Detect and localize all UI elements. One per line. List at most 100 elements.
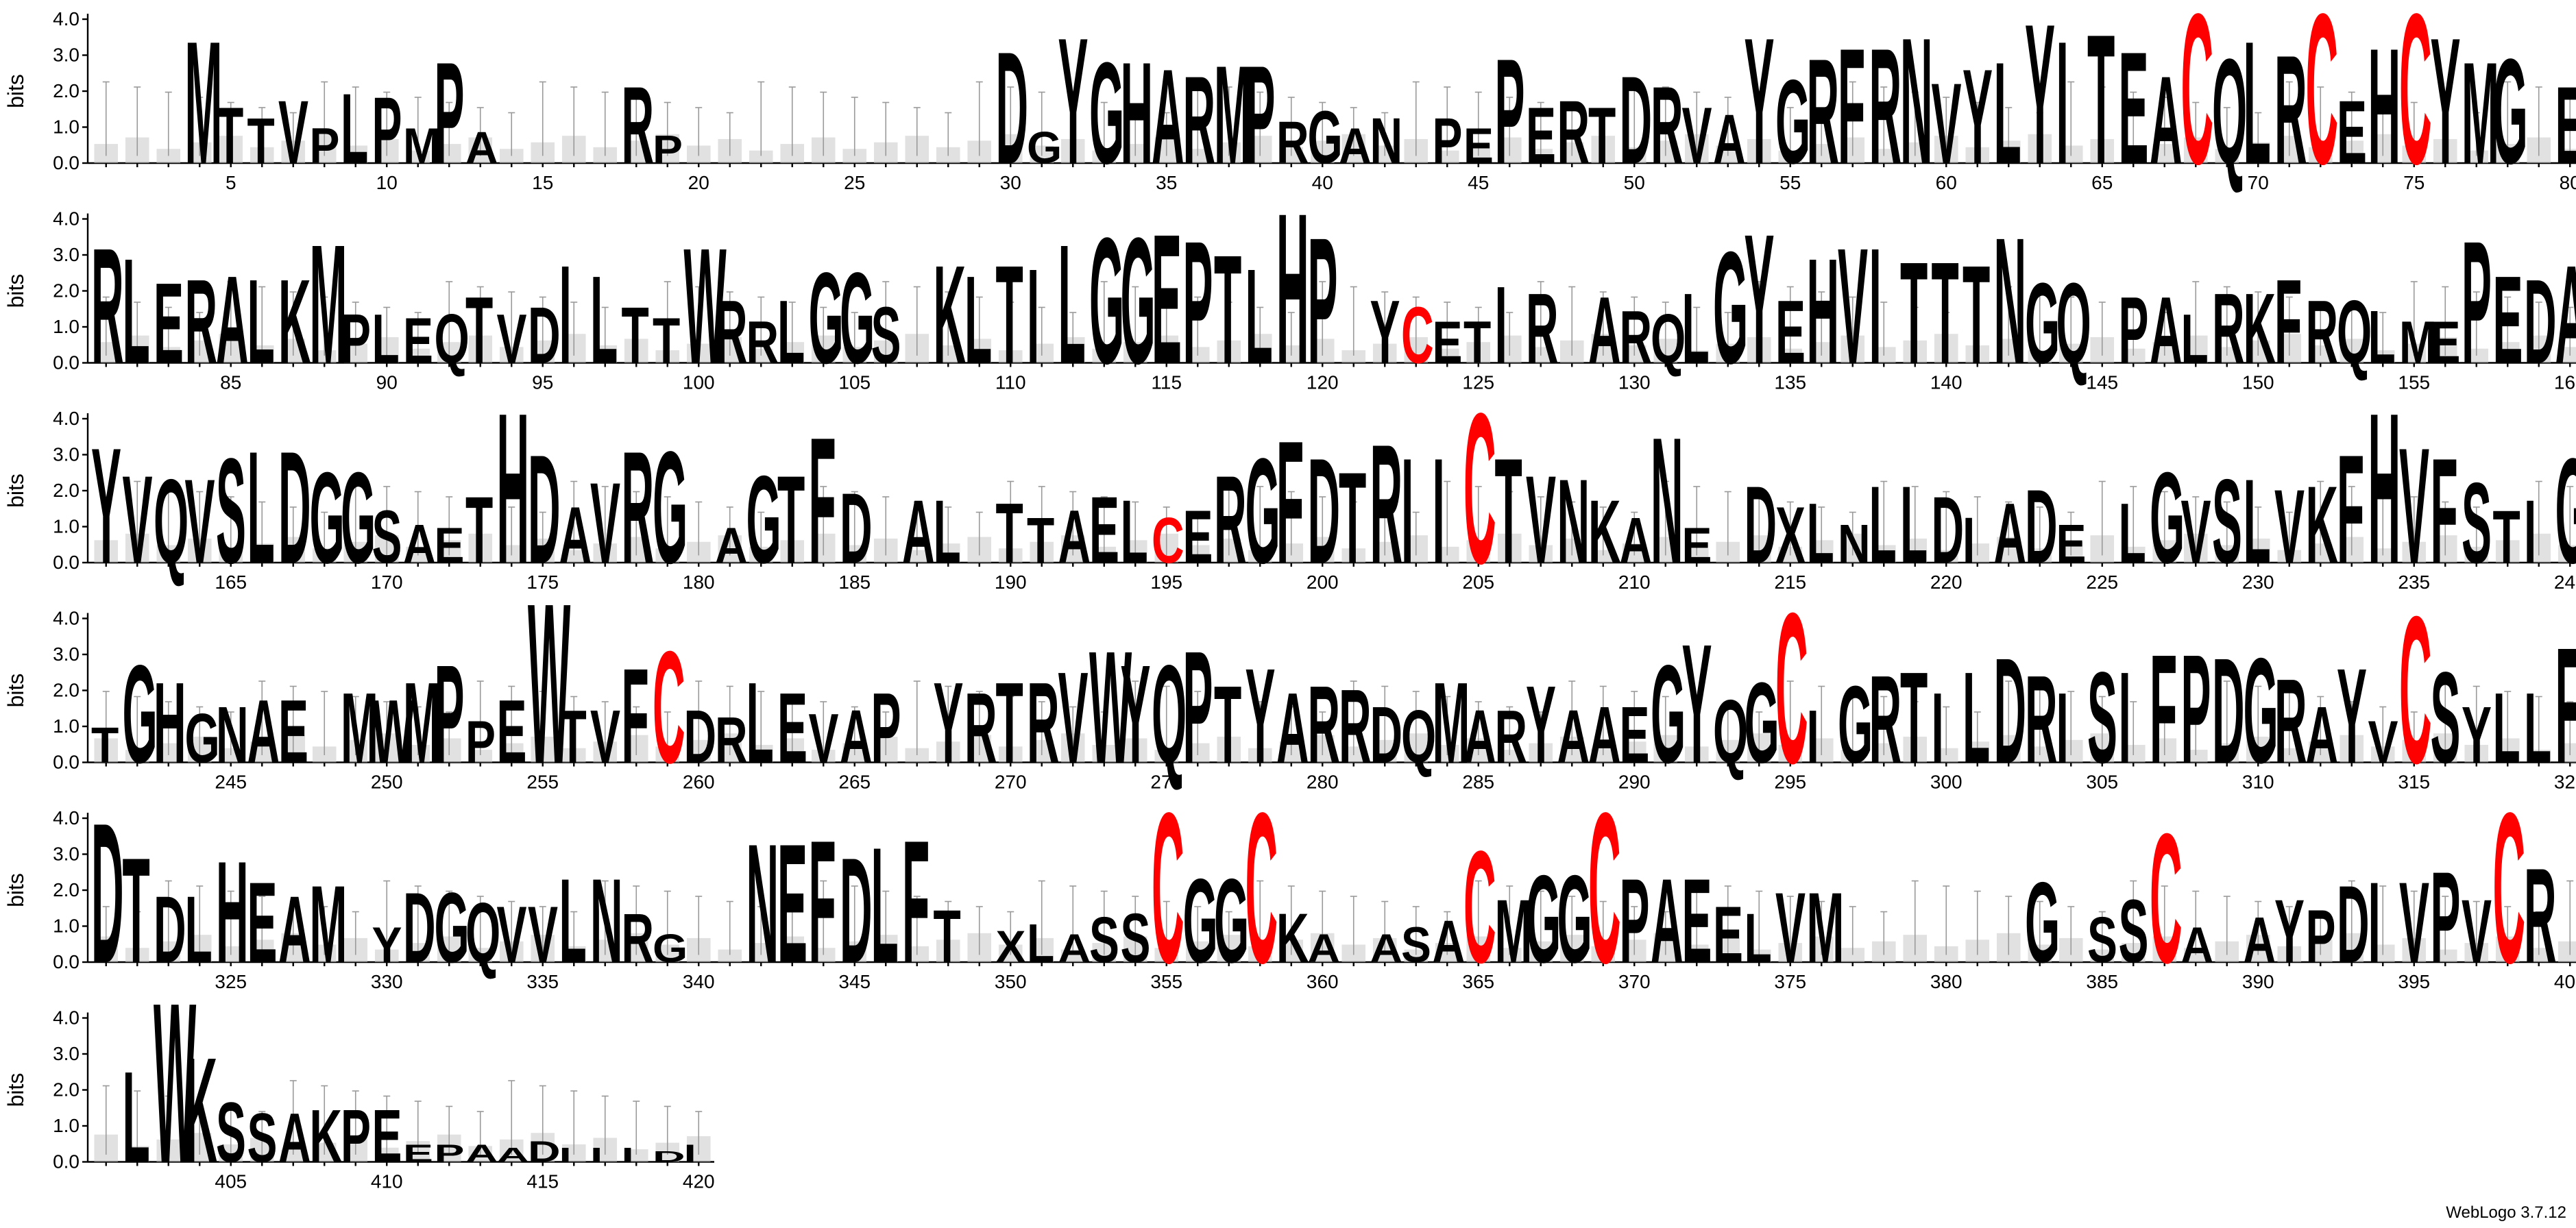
- residue-Q-pos-69: Q: [2212, 29, 2247, 196]
- residue-Y-pos-330: Y: [372, 917, 402, 973]
- residue-R-pos-18: R: [622, 64, 655, 186]
- residue-H-pos-136: H: [1807, 228, 1840, 395]
- residue-C-pos-369: C: [1588, 769, 1621, 1009]
- minor-residue-stack: [468, 948, 493, 962]
- residue-A-pos-362: A: [1370, 926, 1403, 971]
- residue-D-pos-309: D: [2212, 628, 2245, 795]
- x-tick-label: 375: [1774, 971, 1806, 992]
- x-tick-label: 355: [1150, 971, 1182, 992]
- residue-C-pos-68: C: [2181, 0, 2214, 210]
- x-tick-label: 115: [1151, 372, 1182, 393]
- residue-P-pos-116: P: [1183, 205, 1213, 400]
- residue-D-pos-260: D: [684, 695, 717, 778]
- residue-E-pos-83: E: [154, 259, 184, 387]
- logo-row: bits 0.0 1.0 2.0 3.0 4.0 325 330 335 340 345 350 355…: [3, 769, 2576, 1009]
- x-tick-label: 205: [1462, 572, 1494, 593]
- residue-A-pos-327: A: [278, 876, 311, 983]
- residue-V-pos-164: V: [185, 455, 215, 589]
- residue-A-pos-85: A: [216, 251, 249, 390]
- x-tick-label: 140: [1930, 372, 1963, 393]
- minor-residue-stack: [1060, 949, 1085, 962]
- residue-G-pos-357: G: [1214, 855, 1249, 989]
- residue-T-pos-322: T: [123, 828, 150, 995]
- residue-Q-pos-275: Q: [1152, 637, 1187, 792]
- residue-T-pos-125: T: [1463, 310, 1491, 376]
- residue-C-pos-195: C: [1152, 504, 1184, 577]
- residue-L-pos-97: L: [590, 251, 618, 390]
- residue-D-pos-95: D: [528, 291, 561, 381]
- residue-I-pos-416: I: [559, 1144, 572, 1166]
- minor-residue-stack: [499, 149, 524, 163]
- residue-A-pos-171: A: [403, 513, 436, 575]
- x-tick-label: 325: [215, 971, 247, 992]
- minor-residue-stack: [749, 150, 773, 163]
- residue-D-pos-214: D: [1745, 463, 1777, 586]
- residue-E-pos-91: E: [403, 305, 433, 378]
- residue-N-pos-208: N: [1557, 455, 1590, 589]
- residue-Y-pos-278: Y: [1246, 641, 1276, 791]
- residue-G-pos-169: G: [341, 446, 376, 591]
- residue-M-pos-11: M: [403, 118, 441, 174]
- residue-G-pos-339: G: [653, 926, 688, 971]
- minor-residue-stack: [1934, 748, 1958, 763]
- residue-E-pos-158: E: [2493, 251, 2523, 390]
- residue-D-pos-159: D: [2524, 255, 2557, 389]
- y-tick-label: 4.0: [53, 208, 80, 230]
- minor-residue-stack: [2527, 750, 2551, 763]
- residue-R-pos-152: R: [2306, 282, 2339, 383]
- logo-row: bits 0.0 1.0 2.0 3.0 4.0 165 170 175 180 185 190 195…: [3, 369, 2576, 609]
- residue-I-pos-64: I: [2056, 5, 2069, 201]
- residue-E-pos-124: E: [1433, 310, 1463, 376]
- residue-K-pos-232: K: [2306, 463, 2339, 586]
- residue-C-pos-205: C: [1463, 369, 1496, 609]
- residue-L-pos-86: L: [247, 255, 275, 389]
- minor-residue-stack: [2121, 150, 2146, 163]
- residue-S-pos-237: S: [2462, 459, 2492, 587]
- residue-K-pos-404: K: [185, 1027, 218, 1194]
- residue-G-pos-198: G: [1246, 428, 1280, 595]
- residue-G-pos-104: G: [809, 247, 844, 391]
- residue-A-pos-160: A: [2555, 237, 2576, 393]
- x-tick-label: 400: [2554, 971, 2576, 992]
- residue-A-pos-41: A: [1339, 118, 1372, 174]
- residue-V-pos-162: V: [123, 450, 153, 589]
- x-tick-label: 185: [838, 572, 871, 593]
- y-tick-label: 4.0: [53, 608, 80, 629]
- residue-N-pos-217: N: [1838, 513, 1871, 575]
- minor-residue-stack: [1092, 348, 1117, 363]
- residue-E-pos-135: E: [1775, 282, 1806, 383]
- y-tick-label: 1.0: [53, 715, 80, 737]
- minor-residue-stack: [1154, 948, 1179, 962]
- minor-residue-stack: [1185, 149, 1210, 163]
- residue-P-pos-120: P: [1308, 200, 1338, 402]
- x-tick-label: 330: [371, 971, 403, 992]
- residue-I-pos-420: I: [684, 1140, 696, 1167]
- x-tick-label: 110: [995, 372, 1026, 393]
- x-tick-label: 380: [1930, 971, 1963, 992]
- residue-Q-pos-153: Q: [2337, 282, 2372, 383]
- residue-I-pos-204: I: [1433, 428, 1445, 595]
- x-tick-label: 305: [2086, 772, 2118, 793]
- minor-residue-stack: [655, 350, 680, 363]
- residue-D-pos-323: D: [154, 876, 186, 983]
- residue-L-pos-374: L: [1745, 900, 1772, 978]
- residue-Q-pos-92: Q: [435, 300, 470, 378]
- minor-residue-stack: [561, 748, 586, 763]
- residue-H-pos-34: H: [1121, 33, 1154, 195]
- minor-residue-stack: [2090, 949, 2115, 962]
- x-tick-label: 420: [683, 1171, 715, 1192]
- residue-C-pos-358: C: [1246, 769, 1278, 1009]
- residue-A-pos-364: A: [1433, 909, 1466, 975]
- minor-residue-stack: [125, 750, 149, 763]
- residue-A-pos-53: A: [1713, 101, 1746, 179]
- minor-residue-stack: [1248, 748, 1272, 763]
- residue-E-pos-115: E: [1152, 195, 1182, 402]
- x-tick-label: 270: [995, 772, 1027, 793]
- x-tick-label: 25: [844, 172, 865, 193]
- residue-X-pos-215: X: [1775, 491, 1806, 580]
- residue-V-pos-335: V: [528, 890, 558, 980]
- minor-residue-stack: [2557, 347, 2576, 363]
- y-tick-label: 2.0: [53, 80, 80, 101]
- residue-E-pos-326: E: [247, 859, 278, 987]
